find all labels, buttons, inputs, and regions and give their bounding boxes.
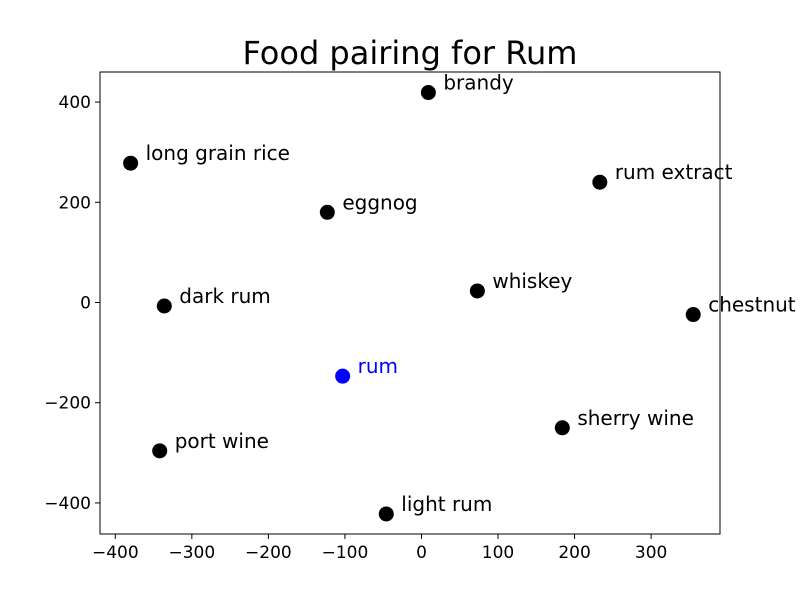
data-point bbox=[685, 307, 701, 323]
chart-title: Food pairing for Rum bbox=[243, 34, 578, 72]
y-tick-label: 0 bbox=[80, 293, 91, 313]
data-points: brandy long grain rice rum extract eggnog wh… bbox=[123, 71, 796, 522]
x-tick-label: −200 bbox=[245, 543, 292, 563]
point-label: rum extract bbox=[615, 160, 733, 184]
data-point bbox=[554, 420, 570, 436]
point-label: port wine bbox=[175, 429, 269, 453]
data-point bbox=[156, 298, 172, 314]
x-tick-label: −100 bbox=[322, 543, 369, 563]
point-label: whiskey bbox=[492, 269, 572, 293]
x-tick-label: −400 bbox=[92, 543, 139, 563]
plot-frame bbox=[99, 71, 721, 535]
y-tick-label: 400 bbox=[59, 93, 91, 113]
data-point bbox=[319, 204, 335, 220]
data-point bbox=[378, 506, 394, 522]
x-tick-label: 300 bbox=[635, 543, 667, 563]
y-tick-label: −200 bbox=[44, 394, 91, 414]
y-tick-label: −400 bbox=[44, 494, 91, 514]
y-axis: −400 −200 0 200 400 bbox=[44, 93, 100, 514]
x-tick-label: 100 bbox=[482, 543, 514, 563]
y-tick-label: 200 bbox=[59, 193, 91, 213]
data-point bbox=[420, 85, 436, 101]
point-label: brandy bbox=[443, 71, 514, 95]
x-tick-label: 200 bbox=[558, 543, 590, 563]
point-label: eggnog bbox=[342, 190, 417, 214]
point-label: light rum bbox=[401, 492, 492, 516]
data-point bbox=[592, 174, 608, 190]
x-tick-label: 0 bbox=[416, 543, 427, 563]
point-label: rum bbox=[358, 354, 398, 378]
point-label: dark rum bbox=[179, 284, 271, 308]
point-label: long grain rice bbox=[146, 141, 290, 165]
highlight-point bbox=[335, 368, 351, 384]
data-point bbox=[123, 155, 139, 171]
data-point bbox=[152, 443, 168, 459]
x-tick-label: −300 bbox=[169, 543, 216, 563]
point-label: sherry wine bbox=[577, 406, 694, 430]
data-point bbox=[469, 283, 485, 299]
point-label: chestnut bbox=[708, 293, 796, 317]
x-axis: −400 −300 −200 −100 0 100 200 300 bbox=[92, 534, 667, 563]
